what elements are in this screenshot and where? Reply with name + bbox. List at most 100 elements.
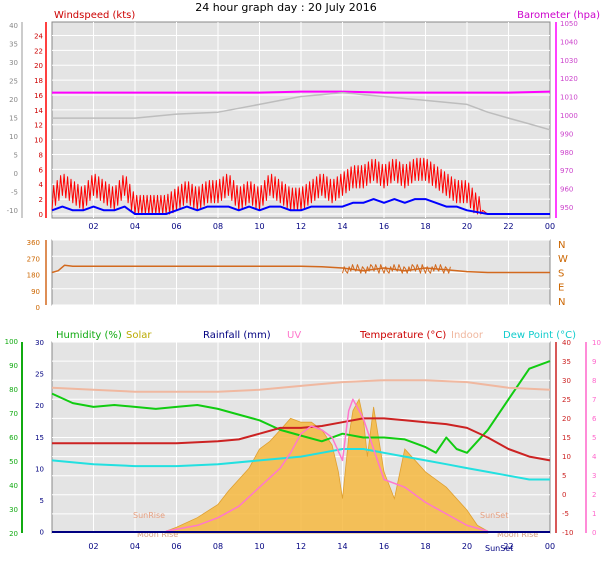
p1-x-tick-label: 00 xyxy=(545,222,555,231)
p3-humidity-tick-label: 80 xyxy=(9,386,18,394)
p1-wind-tick-label: 22 xyxy=(34,47,43,55)
p2-direction-label: E xyxy=(558,283,564,294)
p3-rain-tick-label: 15 xyxy=(35,434,44,442)
p1-left-axis-label: Windspeed (kts) xyxy=(54,10,135,21)
p3-uv-tick-label: 9 xyxy=(592,358,596,366)
p3-x-tick-label: 18 xyxy=(420,542,430,551)
p3-x-tick-label: 20 xyxy=(462,542,472,551)
p1-wind-tick-label: 24 xyxy=(34,32,43,40)
chart-title: 24 hour graph day : 20 July 2016 xyxy=(195,1,377,14)
p3-x-tick-label: 06 xyxy=(171,542,181,551)
p1-wind-tick-label: 8 xyxy=(39,151,43,159)
p3-temp-tick-label: 0 xyxy=(562,491,566,499)
p3-humidity-tick-label: 60 xyxy=(9,434,18,442)
p3-rain-tick-label: 25 xyxy=(35,371,44,379)
barometer-line xyxy=(52,90,551,94)
p1-grey-tick-label: 0 xyxy=(14,170,18,178)
p1-wind-tick-label: 20 xyxy=(34,62,43,70)
p1-wind-tick-label: 0 xyxy=(39,211,43,219)
p1-x-tick-label: 14 xyxy=(337,222,347,231)
p2-y-tick-label: 180 xyxy=(27,272,40,280)
p1-grey-tick-label: 10 xyxy=(9,133,18,141)
p1-wind-tick-label: 16 xyxy=(34,92,43,100)
p3-x-tick-label: 08 xyxy=(213,542,223,551)
p3-humidity-tick-label: 20 xyxy=(9,530,18,538)
p3-legend-entry: Humidity (%) xyxy=(56,330,122,341)
p1-grey-tick-label: 35 xyxy=(9,41,18,49)
p3-uv-tick-label: 10 xyxy=(592,339,601,347)
p3-uv-tick-label: 2 xyxy=(592,491,596,499)
p2-y-tick-label: 90 xyxy=(31,288,40,296)
p3-uv-tick-label: 0 xyxy=(592,529,596,537)
p3-temp-tick-label: 35 xyxy=(562,358,571,366)
p3-temp-tick-label: 25 xyxy=(562,396,571,404)
p1-grey-tick-label: 15 xyxy=(9,115,18,123)
p1-baro-tick-label: 970 xyxy=(560,167,573,175)
p3-temp-tick-label: 10 xyxy=(562,453,571,461)
p1-wind-tick-label: 10 xyxy=(34,137,43,145)
p1-grey-tick-label: -10 xyxy=(7,207,18,215)
wind-average-line xyxy=(51,198,550,215)
p3-uv-tick-label: 4 xyxy=(592,453,597,461)
p1-grey-tick-label: 20 xyxy=(9,96,18,104)
p2-y-tick-label: 0 xyxy=(36,304,40,312)
p3-legend-entry: Rainfall (mm) xyxy=(203,330,271,341)
p3-humidity-tick-label: 50 xyxy=(9,458,18,466)
p1-x-tick-label: 06 xyxy=(171,222,181,231)
p3-annotation: SunSet xyxy=(480,511,508,520)
windspeed-line xyxy=(51,157,550,215)
p1-grey-tick-label: 40 xyxy=(9,22,18,30)
temperature-line xyxy=(52,417,551,462)
p1-baro-tick-label: 950 xyxy=(560,204,573,212)
p3-legend-entry: Dew Point (°C) xyxy=(503,330,576,341)
p1-wind-tick-label: 14 xyxy=(34,107,43,115)
p3-temp-tick-label: 5 xyxy=(562,472,566,480)
p1-right-axis-label: Barometer (hpa) xyxy=(517,10,600,21)
p3-rain-tick-label: 20 xyxy=(35,402,44,410)
p3-temp-tick-label: -5 xyxy=(562,510,569,518)
p1-x-tick-label: 12 xyxy=(296,222,306,231)
indoor-temperature-line xyxy=(51,379,551,393)
p3-legend-entry: Solar xyxy=(126,330,152,341)
p1-wind-tick-label: 12 xyxy=(34,122,43,130)
p1-x-tick-label: 20 xyxy=(462,222,472,231)
p3-rain-tick-label: 0 xyxy=(40,529,44,537)
p1-x-tick-label: 16 xyxy=(379,222,389,231)
p3-temp-tick-label: 30 xyxy=(562,377,571,385)
panel-humidity-temperature: 1009080706050403020302520151050403530252… xyxy=(5,330,601,553)
p3-uv-tick-label: 7 xyxy=(592,396,596,404)
p1-grey-tick-label: 5 xyxy=(14,152,18,160)
p3-x-tick-label: 22 xyxy=(503,542,513,551)
p1-baro-tick-label: 1040 xyxy=(560,38,578,46)
p1-x-tick-label: 10 xyxy=(254,222,264,231)
p1-x-tick-label: 08 xyxy=(213,222,223,231)
dew-point-line xyxy=(51,448,550,481)
wind-direction-line xyxy=(51,264,550,274)
p2-direction-label: W xyxy=(558,254,568,265)
p3-x-tick-label: 14 xyxy=(337,542,347,551)
p3-x-tick-label: 02 xyxy=(88,542,98,551)
p3-temp-tick-label: 15 xyxy=(562,434,571,442)
p1-baro-tick-label: 960 xyxy=(560,186,573,194)
p3-legend-entry: Temperature (°C) xyxy=(359,330,446,341)
p1-wind-tick-label: 2 xyxy=(39,196,43,204)
p1-baro-tick-label: 1000 xyxy=(560,112,578,120)
p3-legend-entry: Indoor xyxy=(451,330,484,341)
p3-rain-tick-label: 30 xyxy=(35,339,44,347)
p2-direction-label: N xyxy=(558,240,565,251)
p3-rain-tick-label: 10 xyxy=(35,465,44,473)
p1-x-tick-label: 22 xyxy=(503,222,513,231)
p3-x-tick-label: 04 xyxy=(130,542,140,551)
p3-x-tick-label: 12 xyxy=(296,542,306,551)
p3-temp-tick-label: -10 xyxy=(562,529,573,537)
p2-y-tick-label: 270 xyxy=(27,255,40,263)
p3-uv-tick-label: 6 xyxy=(592,415,597,423)
p1-x-tick-label: 04 xyxy=(130,222,140,231)
barometer-grey-line xyxy=(52,91,551,131)
p3-uv-tick-label: 3 xyxy=(592,472,596,480)
p3-x-tick-label: 16 xyxy=(379,542,389,551)
p3-humidity-tick-label: 40 xyxy=(9,482,18,490)
p2-direction-label: N xyxy=(558,297,565,308)
